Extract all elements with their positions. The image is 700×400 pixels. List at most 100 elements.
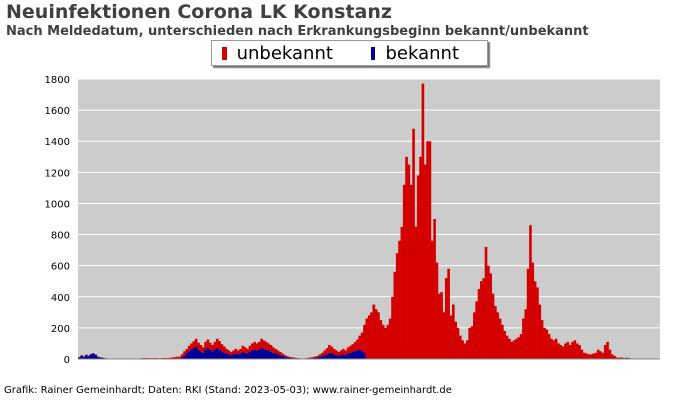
bar-unbekannt xyxy=(279,352,282,356)
bar-unbekannt xyxy=(330,346,334,354)
bar-bekannt xyxy=(353,351,357,359)
bar-unbekannt xyxy=(250,343,254,351)
y-tick-label: 800 xyxy=(51,231,70,242)
bar-unbekannt xyxy=(466,340,469,359)
bar-unbekannt xyxy=(494,306,497,359)
bar-bekannt xyxy=(236,354,240,359)
bar-bekannt xyxy=(194,346,198,359)
bar-unbekannt xyxy=(381,324,385,359)
bar-unbekannt xyxy=(449,315,453,359)
bar-unbekannt xyxy=(367,315,371,359)
bar-unbekannt xyxy=(204,341,207,350)
bar-unbekannt xyxy=(314,356,317,358)
bar-bekannt xyxy=(281,355,284,359)
bar-unbekannt xyxy=(564,343,567,359)
bar-bekannt xyxy=(246,353,249,359)
bar-unbekannt xyxy=(624,357,628,359)
bar-unbekannt xyxy=(379,320,383,359)
bar-unbekannt xyxy=(257,341,261,350)
bar-unbekannt xyxy=(311,357,315,359)
bar-unbekannt xyxy=(283,355,287,357)
bar-unbekannt xyxy=(211,345,214,352)
bar-unbekannt xyxy=(276,350,280,355)
bar-unbekannt xyxy=(503,331,507,359)
bar-bekannt xyxy=(325,354,329,359)
bar-unbekannt xyxy=(524,309,528,359)
bar-bekannt xyxy=(248,352,252,359)
bar-unbekannt xyxy=(496,312,500,359)
bar-bekannt xyxy=(274,353,277,359)
bar-unbekannt xyxy=(440,292,443,359)
bar-bekannt xyxy=(332,354,336,359)
bar-unbekannt xyxy=(491,293,495,359)
bar-unbekannt xyxy=(176,356,179,359)
bar-unbekannt xyxy=(554,338,558,359)
bar-unbekannt xyxy=(386,324,390,359)
bar-unbekannt xyxy=(248,345,252,352)
bar-bekannt xyxy=(346,353,350,359)
bar-unbekannt xyxy=(599,351,602,359)
bar-bekannt xyxy=(201,352,205,359)
bar-unbekannt xyxy=(409,184,413,359)
bar-bekannt xyxy=(344,355,348,359)
bar-unbekannt xyxy=(264,341,268,350)
bar-unbekannt xyxy=(508,338,511,359)
bar-bekannt xyxy=(356,350,359,359)
bar-unbekannt xyxy=(321,352,324,356)
bar-unbekannt xyxy=(227,350,231,355)
bar-unbekannt xyxy=(262,340,266,349)
bar-unbekannt xyxy=(480,281,483,359)
bar-unbekannt xyxy=(190,343,193,350)
chart-subtitle: Nach Meldedatum, unterschieden nach Erkr… xyxy=(6,24,589,39)
bar-unbekannt xyxy=(400,226,404,359)
bar-unbekannt xyxy=(550,338,553,359)
bar-bekannt xyxy=(187,351,191,359)
y-tick-label: 1000 xyxy=(45,199,70,210)
bar-unbekannt xyxy=(286,356,289,358)
bar-unbekannt xyxy=(332,348,336,355)
bar-unbekannt xyxy=(416,175,420,359)
bar-bekannt xyxy=(92,353,95,359)
bar-unbekannt xyxy=(447,268,450,359)
bar-unbekannt xyxy=(246,348,249,354)
bar-unbekannt xyxy=(482,278,485,359)
bar-unbekannt xyxy=(274,348,277,354)
bar-bekannt xyxy=(190,349,193,359)
bar-unbekannt xyxy=(323,350,327,356)
bar-bekannt xyxy=(323,355,327,359)
bar-unbekannt xyxy=(587,354,591,359)
bar-bekannt xyxy=(220,351,224,359)
y-tick-label: 1600 xyxy=(45,106,70,117)
bar-unbekannt xyxy=(395,253,399,359)
bar-bekannt xyxy=(335,355,338,359)
bar-bekannt xyxy=(318,356,322,359)
bar-bekannt xyxy=(222,352,226,359)
bar-bekannt xyxy=(94,354,97,359)
bar-unbekannt xyxy=(501,324,504,359)
legend-swatch-unbekannt xyxy=(222,46,227,60)
bar-unbekannt xyxy=(489,273,493,359)
bar-bekannt xyxy=(264,349,268,359)
bar-unbekannt xyxy=(473,312,476,359)
bar-unbekannt xyxy=(213,341,217,350)
y-tick-label: 1200 xyxy=(45,168,70,179)
bar-unbekannt xyxy=(269,345,273,352)
bar-bekannt xyxy=(241,352,245,359)
bar-unbekannt xyxy=(461,340,464,359)
bar-unbekannt xyxy=(571,341,574,359)
bar-unbekannt xyxy=(568,345,572,359)
bar-unbekannt xyxy=(318,354,322,357)
source-credit: Grafik: Rainer Gemeinhardt; Daten: RKI (… xyxy=(4,385,452,396)
chart-title: Neuinfektionen Corona LK Konstanz xyxy=(6,1,392,23)
bar-unbekannt xyxy=(596,349,600,359)
bar-bekannt xyxy=(199,351,203,359)
bar-unbekannt xyxy=(272,347,275,353)
bar-unbekannt xyxy=(585,353,588,359)
bar-unbekannt xyxy=(515,338,518,359)
bar-bekannt xyxy=(232,354,235,359)
bar-bekannt xyxy=(197,349,200,359)
bar-unbekannt xyxy=(194,338,198,347)
bar-unbekannt xyxy=(80,355,83,356)
bar-unbekannt xyxy=(594,352,598,359)
bar-unbekannt xyxy=(451,304,455,359)
